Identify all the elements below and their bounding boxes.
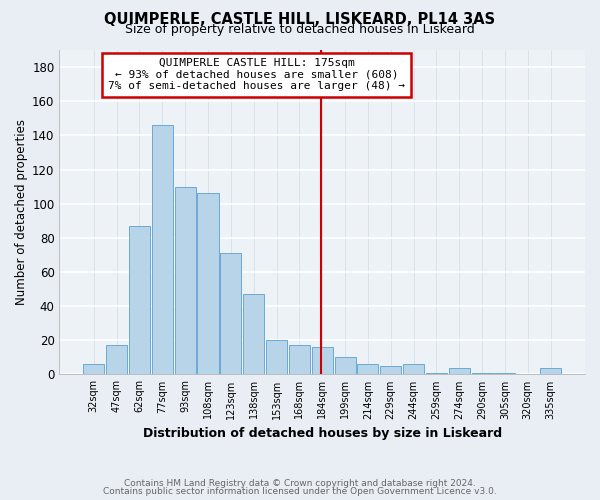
Bar [311,347,333,374]
Bar [335,358,356,374]
Text: Contains public sector information licensed under the Open Government Licence v3: Contains public sector information licen… [103,487,497,496]
Bar [83,364,104,374]
Bar [152,125,173,374]
Bar [129,226,150,374]
Bar [449,368,470,374]
X-axis label: Distribution of detached houses by size in Liskeard: Distribution of detached houses by size … [143,427,502,440]
Bar [494,372,515,374]
Bar [426,372,447,374]
Text: QUIMPERLE, CASTLE HILL, LISKEARD, PL14 3AS: QUIMPERLE, CASTLE HILL, LISKEARD, PL14 3… [104,12,496,28]
Bar [289,346,310,374]
Bar [106,346,127,374]
Bar [243,294,264,374]
Y-axis label: Number of detached properties: Number of detached properties [15,119,28,305]
Bar [197,194,218,374]
Bar [380,366,401,374]
Bar [358,364,379,374]
Bar [175,186,196,374]
Text: Contains HM Land Registry data © Crown copyright and database right 2024.: Contains HM Land Registry data © Crown c… [124,478,476,488]
Bar [540,368,561,374]
Bar [472,372,493,374]
Text: QUIMPERLE CASTLE HILL: 175sqm
← 93% of detached houses are smaller (608)
7% of s: QUIMPERLE CASTLE HILL: 175sqm ← 93% of d… [108,58,405,92]
Bar [266,340,287,374]
Bar [220,253,241,374]
Text: Size of property relative to detached houses in Liskeard: Size of property relative to detached ho… [125,24,475,36]
Bar [403,364,424,374]
